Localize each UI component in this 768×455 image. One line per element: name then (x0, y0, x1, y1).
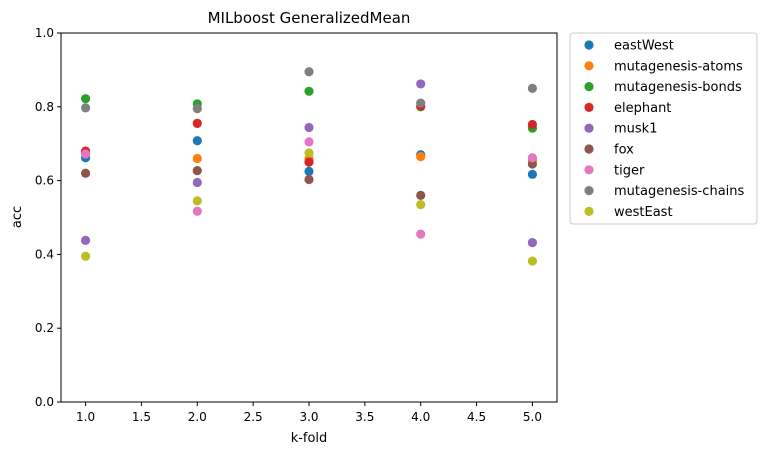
y-axis-label: acc (10, 206, 25, 228)
legend-marker (584, 123, 594, 133)
point-westEast-2 (192, 196, 202, 206)
y-tick-label: 0.2 (35, 321, 54, 335)
x-axis: 1.0 1.5 2.0 2.5 3.0 3.5 4.0 4.5 5.0 (76, 402, 542, 424)
legend-marker (584, 82, 594, 92)
point-eastWest-3 (304, 166, 314, 176)
point-tiger-2 (192, 206, 202, 216)
legend-label: tiger (614, 163, 645, 178)
point-westEast-5 (527, 256, 538, 266)
point-mutagenesis-bonds-3 (304, 86, 314, 96)
point-mutagenesis-chains-3 (304, 67, 314, 77)
point-eastWest-5 (527, 169, 538, 179)
point-westEast-1 (80, 251, 91, 261)
point-elephant-3 (304, 157, 314, 167)
legend-item-eastWest: eastWest (584, 39, 674, 54)
legend-marker (584, 206, 594, 216)
series-westEast (80, 148, 538, 266)
legend-item-mutagenesis-bonds: mutagenesis-bonds (584, 80, 742, 95)
point-musk1-1 (80, 235, 91, 245)
point-mutagenesis-atoms-4 (416, 152, 426, 162)
point-fox-1 (80, 168, 91, 178)
legend-frame (569, 32, 758, 225)
point-westEast-4 (416, 199, 426, 210)
point-fox-2 (192, 166, 202, 176)
x-tick-label: 3.5 (355, 410, 374, 424)
point-mutagenesis-chains-4 (416, 98, 426, 108)
x-axis-label: k-fold (291, 431, 328, 446)
y-tick-label: 0.4 (35, 247, 54, 261)
point-mutagenesis-chains-1 (80, 103, 91, 113)
point-tiger-1 (80, 149, 91, 159)
x-tick-label: 1.0 (76, 410, 95, 424)
series-mutagenesis-chains (80, 67, 538, 114)
point-elephant-2 (192, 118, 202, 128)
point-tiger-5 (527, 153, 538, 163)
legend-item-fox: fox (584, 143, 634, 158)
x-tick-label: 1.5 (132, 410, 151, 424)
legend-item-tiger: tiger (584, 163, 645, 178)
x-tick-label: 2.0 (188, 410, 207, 424)
y-tick-label: 0.6 (35, 174, 54, 188)
legend-item-mutagenesis-chains: mutagenesis-chains (584, 184, 745, 199)
x-tick-label: 5.0 (523, 410, 542, 424)
y-tick-label: 0.0 (35, 395, 54, 409)
legend-marker (584, 186, 594, 196)
legend-marker (584, 144, 594, 154)
point-mutagenesis-chains-5 (527, 83, 538, 93)
x-tick-label: 3.0 (299, 410, 318, 424)
legend-marker (584, 165, 594, 175)
point-musk1-2 (192, 177, 202, 188)
point-musk1-4 (416, 79, 426, 89)
point-tiger-3 (304, 137, 314, 147)
point-fox-3 (304, 174, 314, 185)
point-mutagenesis-bonds-1 (80, 94, 91, 104)
legend-label: mutagenesis-bonds (614, 80, 742, 95)
point-mutagenesis-atoms-2 (192, 153, 202, 164)
point-elephant-5 (527, 119, 538, 130)
legend-label: westEast (614, 205, 673, 220)
legend-item-musk1: musk1 (584, 122, 657, 137)
legend-label: mutagenesis-chains (614, 184, 745, 199)
x-tick-label: 4.0 (411, 410, 430, 424)
legend-label: fox (614, 143, 634, 158)
point-fox-4 (416, 190, 426, 200)
series-tiger (80, 137, 538, 239)
chart-title: MILboost GeneralizedMean (208, 9, 411, 27)
legend-item-elephant: elephant (584, 101, 671, 116)
point-westEast-3 (304, 148, 314, 158)
legend-label: mutagenesis-atoms (614, 59, 743, 74)
point-mutagenesis-chains-2 (192, 104, 202, 114)
legend-label: musk1 (614, 122, 657, 137)
legend-item-westEast: westEast (584, 205, 673, 220)
y-tick-label: 1.0 (35, 26, 54, 40)
legend-marker (584, 40, 594, 50)
x-tick-label: 2.5 (244, 410, 263, 424)
point-eastWest-2 (192, 136, 202, 146)
y-axis: 0.0 0.2 0.4 0.6 0.8 1.0 (35, 26, 61, 409)
series-fox (80, 159, 538, 200)
y-tick-label: 0.8 (35, 100, 54, 114)
point-tiger-4 (416, 229, 426, 239)
legend-label: elephant (614, 101, 671, 116)
legend-item-mutagenesis-atoms: mutagenesis-atoms (584, 59, 743, 74)
point-musk1-5 (527, 237, 538, 248)
plot-area (80, 67, 538, 266)
point-musk1-3 (304, 122, 314, 133)
legend-marker (584, 102, 594, 112)
x-tick-label: 4.5 (467, 410, 486, 424)
legend-label: eastWest (614, 39, 674, 54)
series-musk1 (80, 79, 538, 248)
legend-marker (584, 61, 594, 71)
legend: eastWest mutagenesis-atoms mutagenesis-bon… (569, 32, 758, 225)
